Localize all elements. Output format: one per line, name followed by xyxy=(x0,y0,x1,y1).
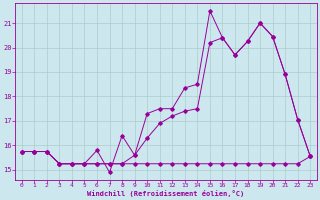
X-axis label: Windchill (Refroidissement éolien,°C): Windchill (Refroidissement éolien,°C) xyxy=(87,190,244,197)
